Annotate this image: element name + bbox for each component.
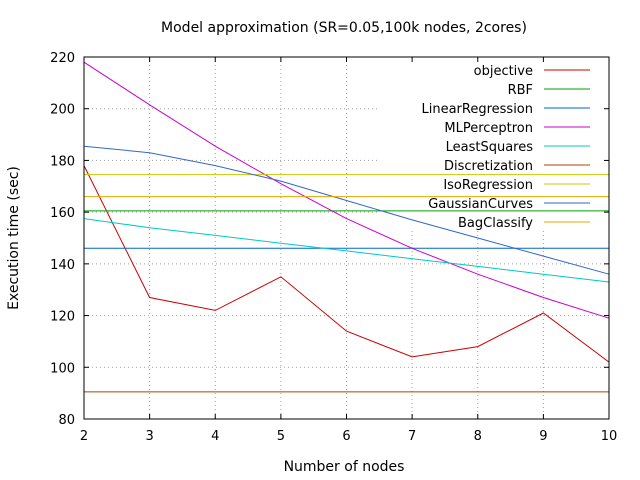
x-tick-label: 7 [408, 429, 416, 444]
y-tick-label: 140 [50, 258, 75, 273]
series-line-gaussiancurves [83, 145, 610, 275]
legend-label-objective: objective [474, 64, 533, 79]
y-tick-label: 100 [50, 361, 75, 376]
y-tick-label: 160 [50, 206, 75, 221]
legend: objective RBF LinearRegression MLPerceptron… [421, 64, 590, 231]
grid [84, 57, 609, 419]
legend-label-bagclassify: BagClassify [458, 216, 533, 231]
x-tick-label: 5 [277, 429, 285, 444]
y-tick-label: 80 [58, 413, 75, 428]
x-tick-label: 2 [80, 429, 88, 444]
legend-label-linearregression: LinearRegression [421, 102, 533, 117]
legend-label-discretization: Discretization [444, 159, 533, 174]
y-tick-label: 220 [50, 51, 75, 66]
x-tick-label: 9 [539, 429, 547, 444]
x-tick-label: 10 [601, 429, 618, 444]
chart-title: Model approximation (SR=0.05,100k nodes,… [161, 20, 527, 36]
legend-label-gaussiancurves: GaussianCurves [428, 197, 533, 212]
series-line-objective [83, 165, 610, 363]
x-tick-label: 6 [342, 429, 350, 444]
series-lines [83, 61, 610, 393]
y-tick-label: 200 [50, 103, 75, 118]
legend-label-mlperceptron: MLPerceptron [444, 121, 533, 136]
series-line-leastsquares [83, 218, 610, 283]
x-tick-label: 3 [145, 429, 153, 444]
y-tick-label: 120 [50, 310, 75, 325]
x-tick-label: 8 [474, 429, 482, 444]
legend-label-leastsquares: LeastSquares [446, 140, 534, 155]
series-line-mlperceptron [83, 61, 610, 319]
y-axis-title: Execution time (sec) [6, 166, 22, 310]
x-axis-title: Number of nodes [284, 459, 405, 475]
x-tick-label: 4 [211, 429, 219, 444]
y-tick-label: 180 [50, 154, 75, 169]
legend-label-isoregression: IsoRegression [443, 178, 533, 193]
legend-label-rbf: RBF [508, 83, 533, 98]
axis-ticks: 2 3 4 5 6 7 8 9 10 80 100 120 140 160 180 200 220 [50, 51, 617, 444]
